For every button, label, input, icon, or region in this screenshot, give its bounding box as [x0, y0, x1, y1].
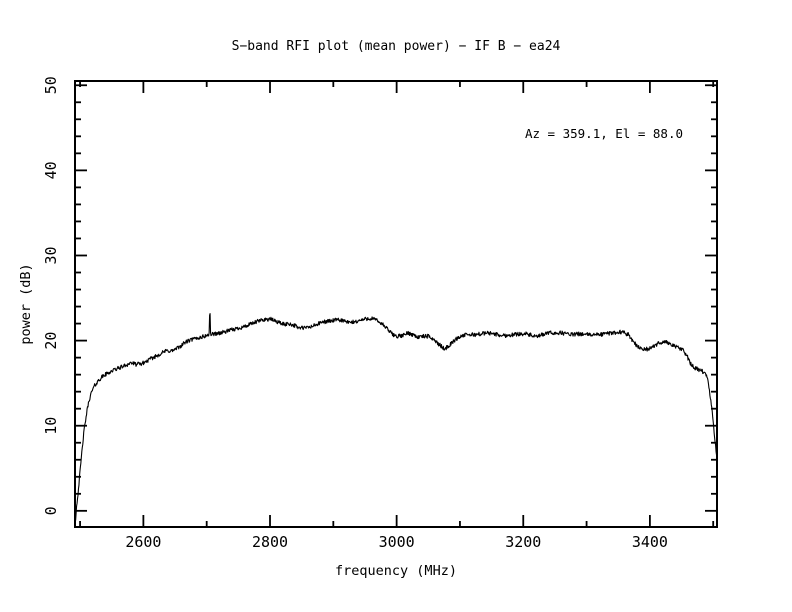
x-tick-labels: 2600 2800 3000 3200 3400	[125, 533, 668, 551]
y-tick-labels: 0 10 20 30 40 50	[42, 76, 60, 515]
y-axis-label: power (dB)	[18, 263, 34, 344]
axis-ticks	[75, 81, 717, 527]
plot-title: S−band RFI plot (mean power) − IF B − ea…	[232, 39, 561, 54]
spectrum-trace	[75, 313, 718, 521]
x-tick-label: 3000	[379, 533, 415, 551]
y-tick-label: 30	[42, 246, 60, 264]
x-axis-label: frequency (MHz)	[335, 563, 457, 579]
plot-frame	[74, 80, 718, 528]
y-tick-label: 20	[42, 332, 60, 350]
y-tick-label: 10	[42, 417, 60, 435]
y-tick-label: 0	[42, 506, 60, 515]
x-tick-label: 2600	[125, 533, 161, 551]
y-tick-label: 50	[42, 76, 60, 94]
x-tick-label: 2800	[252, 533, 288, 551]
az-el-annotation: Az = 359.1, El = 88.0	[525, 126, 683, 141]
x-tick-label: 3200	[505, 533, 541, 551]
x-tick-label: 3400	[632, 533, 668, 551]
y-tick-label: 40	[42, 161, 60, 179]
